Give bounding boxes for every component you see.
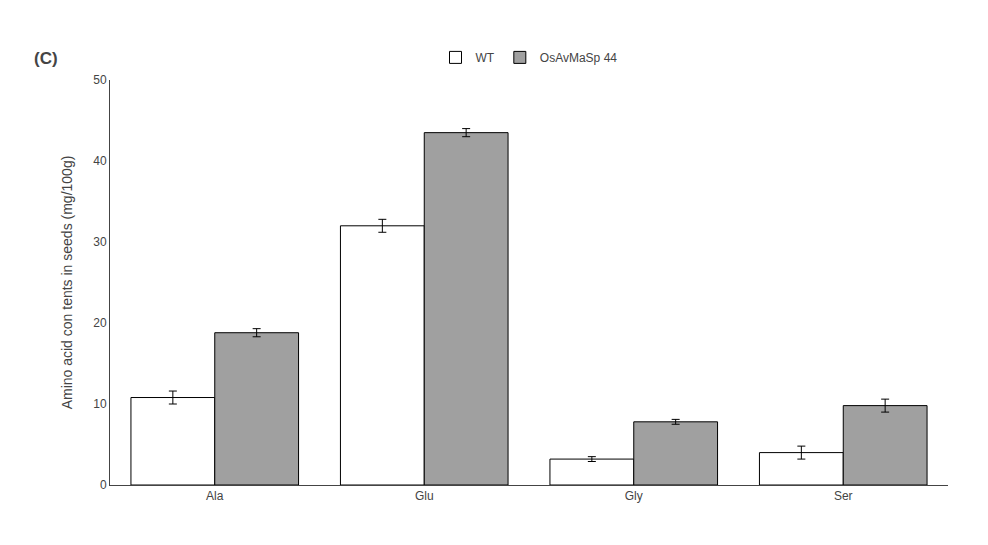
svg-text:30: 30 [93, 235, 107, 249]
svg-text:10: 10 [93, 397, 107, 411]
svg-text:Glu: Glu [415, 489, 434, 503]
svg-text:Amino acid con tents in seeds: Amino acid con tents in seeds (mg/100g) [59, 156, 75, 410]
svg-text:40: 40 [93, 154, 107, 168]
svg-text:WT: WT [476, 51, 495, 65]
svg-text:Gly: Gly [625, 489, 643, 503]
svg-text:OsAvMaSp 44: OsAvMaSp 44 [540, 51, 617, 65]
svg-text:20: 20 [93, 316, 107, 330]
svg-text:Ser: Ser [834, 489, 853, 503]
svg-text:50: 50 [93, 73, 107, 87]
svg-text:0: 0 [100, 478, 107, 492]
svg-text:(C): (C) [34, 49, 58, 68]
svg-text:Ala: Ala [206, 489, 224, 503]
